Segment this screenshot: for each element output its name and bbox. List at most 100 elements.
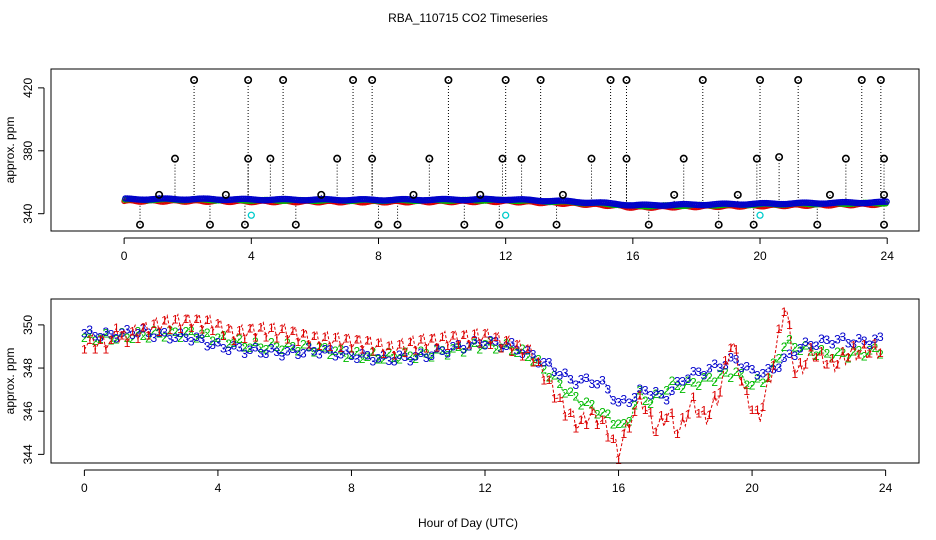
series-3-point-label: 3 (508, 336, 515, 350)
series-2-point-label: 2 (786, 332, 793, 346)
series-3-point-label: 3 (583, 371, 590, 385)
series-1-point-label: 1 (610, 432, 617, 446)
series-1-point-label: 1 (97, 333, 104, 347)
top-x-tick-label: 12 (499, 249, 513, 263)
series-2-point-label: 2 (460, 346, 467, 360)
series-1-point-label: 1 (503, 333, 510, 347)
series-2-point-label: 2 (140, 329, 147, 343)
series-3-point-label: 3 (658, 388, 665, 402)
series-1-point-label: 1 (332, 331, 339, 345)
series-1-point-label: 1 (225, 322, 232, 336)
series-3-point-label: 3 (150, 331, 157, 345)
series-1-point-label: 1 (706, 408, 713, 422)
outlier-point (552, 220, 561, 229)
outlier-point (155, 190, 164, 199)
series-3-point-label: 3 (514, 343, 521, 357)
series-1-point-label: 1 (743, 384, 750, 398)
series-3-point-label: 3 (562, 366, 569, 380)
series-1-point-label: 1 (113, 321, 120, 335)
series-3-point-label: 3 (824, 333, 831, 347)
series-1-point-label: 1 (738, 374, 745, 388)
series-1-point-label: 1 (492, 330, 499, 344)
series-3-point-label: 3 (215, 336, 222, 350)
series-2-point-label: 2 (567, 385, 574, 399)
series-3-point-label: 3 (519, 347, 526, 361)
outlier-point (644, 220, 653, 229)
series-2-point-label: 2 (621, 417, 628, 431)
series-1-point-label: 1 (663, 411, 670, 425)
series-3-point-label: 3 (225, 344, 232, 358)
series-2-point-label: 2 (380, 352, 387, 366)
series-3-point-label: 3 (530, 348, 537, 362)
series-3-point-label: 3 (423, 351, 430, 365)
series-2-point-label: 2 (418, 344, 425, 358)
series-2-point-label: 2 (129, 332, 136, 346)
series-3-point (883, 198, 890, 205)
series-3-point-label: 3 (588, 377, 595, 391)
series-3-point-label: 3 (482, 339, 489, 353)
series-1-point-label: 1 (717, 386, 724, 400)
series-1-point-label: 1 (369, 345, 376, 359)
series-3-point-label: 3 (749, 362, 756, 376)
series-2-point-label: 2 (86, 327, 93, 341)
series-1-point-label: 1 (108, 333, 115, 347)
series-2-point-label: 2 (156, 326, 163, 340)
series-3-point-label: 3 (690, 364, 697, 378)
series-3-point-label: 3 (113, 332, 120, 346)
series-3-point-label: 3 (129, 328, 136, 342)
x-axis-label: Hour of Day (UTC) (418, 516, 518, 530)
series-2-point-label: 2 (289, 340, 296, 354)
series-2-point-label: 2 (145, 332, 152, 346)
series-2-point-label: 2 (332, 344, 339, 358)
series-1-point-label: 1 (343, 332, 350, 346)
series-2-point-label: 2 (556, 377, 563, 391)
series-1-point-label: 1 (850, 338, 857, 352)
bottom-x-tick-label: 24 (879, 481, 893, 495)
series-3-point-label: 3 (701, 369, 708, 383)
series-1-point-label: 1 (786, 318, 793, 332)
series-2-point-label: 2 (701, 371, 708, 385)
series-3-point-label: 3 (444, 347, 451, 361)
series-2-point-label: 2 (674, 379, 681, 393)
series-1-point-label: 1 (653, 425, 660, 439)
series-1-point-label: 1 (434, 340, 441, 354)
outlier-point (291, 220, 300, 229)
series-1-point-label: 1 (540, 374, 547, 388)
series-1-point-label: 1 (305, 338, 312, 352)
outlier-point (498, 154, 507, 163)
series-2-point-label: 2 (241, 340, 248, 354)
outlier-point (349, 76, 358, 85)
series-3-point-label: 3 (781, 351, 788, 365)
series-1-point-label: 1 (775, 322, 782, 336)
series-1-point-label: 1 (86, 333, 93, 347)
series-2-point-label: 2 (578, 398, 585, 412)
series-2-point-label: 2 (599, 406, 606, 420)
series-3-point-label: 3 (343, 344, 350, 358)
series-3-point-label: 3 (802, 335, 809, 349)
series-1-point-label: 1 (797, 356, 804, 370)
series-3-point-label: 3 (86, 323, 93, 337)
series-1-point-label: 1 (145, 329, 152, 343)
series-3-point-label: 3 (316, 348, 323, 362)
series-3-point-label: 3 (615, 396, 622, 410)
series-3-point-label: 3 (829, 338, 836, 352)
series-3-point-label: 3 (594, 377, 601, 391)
series-2-point-label: 2 (247, 341, 254, 355)
series-3-point-label: 3 (706, 362, 713, 376)
series-2-point-label: 2 (108, 333, 115, 347)
series-1-point-label: 1 (658, 408, 665, 422)
series-1-point-label: 1 (241, 332, 248, 346)
series-1-point-label: 1 (172, 313, 179, 327)
series-1-point-label: 1 (156, 325, 163, 339)
series-1-point-label: 1 (524, 342, 531, 356)
series-1-point-label: 1 (140, 321, 147, 335)
bottom-x-tick-label: 4 (215, 481, 222, 495)
outlier-point (171, 154, 180, 163)
series-2-point-label: 2 (775, 352, 782, 366)
series-3-point-label: 3 (359, 347, 366, 361)
series-1-point-label: 1 (647, 406, 654, 420)
series-3-point-label: 3 (156, 326, 163, 340)
series-2-point-label: 2 (300, 338, 307, 352)
series-3-point-label: 3 (466, 340, 473, 354)
series-3-point-label: 3 (674, 375, 681, 389)
